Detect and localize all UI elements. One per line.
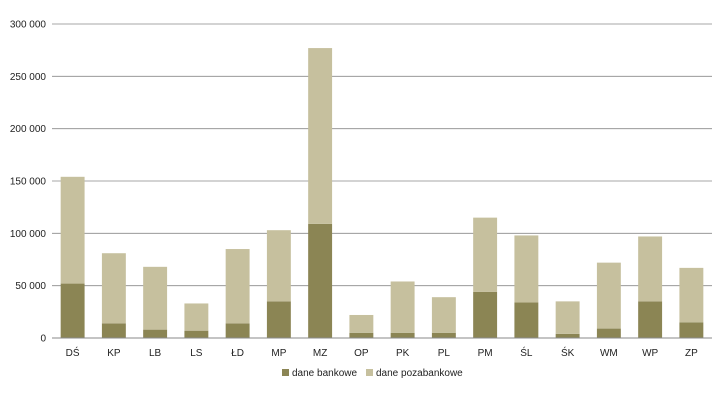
x-tick-label: PL: [438, 348, 451, 359]
x-tick-label: DŚ: [66, 346, 80, 359]
bar-dane-pozabankowe-8: [390, 281, 415, 333]
y-tick-label: 300 000: [10, 20, 47, 31]
bar-dane-bankowe-8: [390, 332, 415, 338]
legend-label-dane-bankowe: dane bankowe: [292, 368, 357, 379]
bar-dane-pozabankowe-5: [266, 230, 291, 302]
x-tick-label: LS: [190, 348, 203, 359]
x-axis-tick-labels: DŚ KP LB LS ŁD MP MZ OP PK PL PM ŚL ŚK WM WP ZP: [66, 346, 698, 359]
bar-dane-pozabankowe-9: [431, 297, 456, 333]
x-tick-label: LB: [149, 348, 162, 359]
bar-dane-bankowe-2: [143, 329, 168, 338]
x-tick-label: MP: [271, 348, 286, 359]
x-tick-label: MZ: [313, 348, 327, 359]
bar-dane-bankowe-4: [225, 323, 250, 338]
bar-dane-bankowe-12: [555, 333, 580, 338]
legend-swatch-dane-pozabankowe: [366, 369, 373, 376]
bar-dane-bankowe-5: [266, 301, 291, 338]
x-tick-label: ŚK: [561, 346, 575, 359]
bar-dane-pozabankowe-12: [555, 301, 580, 334]
legend: dane bankowe dane pozabankowe: [282, 368, 463, 379]
x-tick-label: ZP: [685, 348, 698, 359]
gridlines: [52, 23, 712, 287]
bar-dane-pozabankowe-2: [143, 266, 168, 330]
x-tick-label: WP: [642, 348, 658, 359]
y-tick-label: 0: [40, 334, 46, 345]
bar-dane-bankowe-11: [514, 302, 539, 338]
y-tick-label: 150 000: [10, 177, 47, 188]
bar-dane-pozabankowe-1: [101, 253, 126, 324]
x-tick-label: KP: [107, 348, 121, 359]
bar-dane-pozabankowe-11: [514, 235, 539, 303]
bars: [60, 48, 704, 338]
bar-dane-pozabankowe-7: [349, 314, 374, 333]
bar-dane-bankowe-14: [638, 301, 663, 338]
bar-dane-bankowe-0: [60, 283, 85, 338]
y-tick-label: 200 000: [10, 124, 47, 135]
bar-dane-pozabankowe-13: [596, 262, 621, 329]
y-tick-label: 50 000: [15, 281, 46, 292]
x-tick-label: ŚL: [520, 346, 533, 359]
y-axis-tick-labels: 0 50 000 100 000 150 000 200 000 250 000 300 0…: [10, 20, 47, 345]
bar-dane-pozabankowe-3: [184, 303, 209, 331]
bar-dane-bankowe-15: [679, 322, 704, 338]
legend-label-dane-pozabankowe: dane pozabankowe: [376, 368, 463, 379]
bar-dane-pozabankowe-15: [679, 267, 704, 323]
y-tick-label: 100 000: [10, 229, 47, 240]
y-tick-label: 250 000: [10, 72, 47, 83]
bar-dane-bankowe-7: [349, 332, 374, 338]
bar-dane-pozabankowe-0: [60, 176, 85, 284]
bar-dane-bankowe-3: [184, 330, 209, 338]
bar-dane-pozabankowe-10: [473, 217, 498, 292]
x-tick-label: OP: [354, 348, 369, 359]
x-tick-label: PK: [396, 348, 410, 359]
bar-dane-bankowe-13: [596, 328, 621, 338]
legend-swatch-dane-bankowe: [282, 369, 289, 376]
x-tick-label: PM: [478, 348, 493, 359]
x-tick-label: WM: [600, 348, 618, 359]
bar-dane-bankowe-10: [473, 291, 498, 338]
bar-dane-bankowe-1: [101, 323, 126, 338]
bar-dane-bankowe-6: [308, 223, 333, 338]
bar-dane-bankowe-9: [431, 332, 456, 338]
bar-dane-pozabankowe-6: [308, 48, 333, 224]
x-tick-label: ŁD: [231, 348, 244, 359]
bar-dane-pozabankowe-14: [638, 236, 663, 302]
bar-dane-pozabankowe-4: [225, 249, 250, 324]
